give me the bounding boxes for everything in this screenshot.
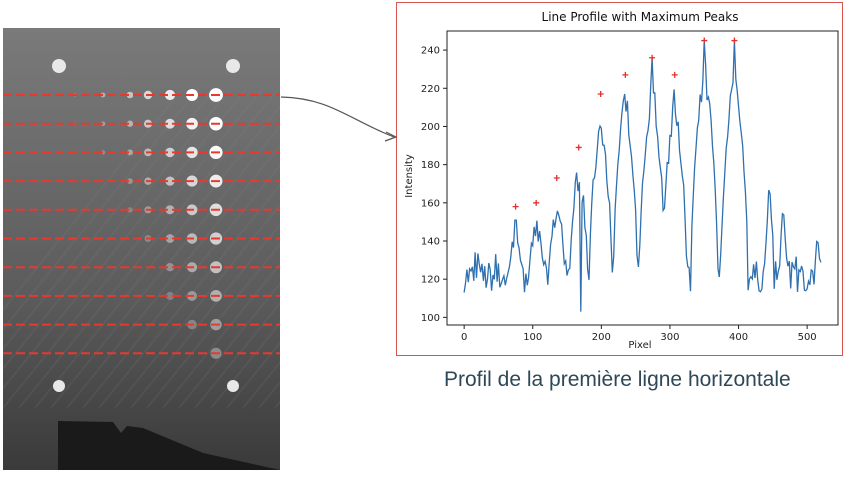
peak-marker xyxy=(553,175,560,181)
xray-streak xyxy=(210,321,280,409)
peak-marker xyxy=(622,71,629,78)
xray-streak xyxy=(226,341,280,409)
xray-hole-dot xyxy=(165,234,175,243)
y-tick-label: 160 xyxy=(421,198,440,209)
xray-streak xyxy=(114,203,280,409)
xray-hole-dot xyxy=(127,178,133,184)
y-tick-label: 140 xyxy=(421,237,440,248)
xray-hole-dot xyxy=(165,118,175,129)
xray-streak xyxy=(3,87,232,371)
xray-streak xyxy=(3,87,200,331)
x-tick-label: 500 xyxy=(798,332,817,343)
xray-streak xyxy=(178,282,280,409)
chart-title: Line Profile with Maximum Peaks xyxy=(542,10,739,24)
y-tick-label: 100 xyxy=(421,313,440,324)
x-tick-label: 400 xyxy=(729,332,748,343)
xray-hole-dot xyxy=(126,91,134,99)
x-axis-label: Pixel xyxy=(628,340,651,351)
x-tick-label: 300 xyxy=(660,332,679,343)
peak-marker xyxy=(731,37,738,44)
xray-streak xyxy=(146,242,280,409)
xray-marker-dot xyxy=(53,380,65,392)
xray-hole-dot xyxy=(165,205,175,215)
xray-hole-dot xyxy=(164,89,176,101)
y-tick-label: 120 xyxy=(421,275,440,286)
peak-marker xyxy=(649,54,656,61)
xray-streak xyxy=(82,163,280,409)
peak-marker xyxy=(597,91,604,97)
x-tick-label: 100 xyxy=(523,332,542,343)
xray-streak xyxy=(98,183,280,409)
peak-markers xyxy=(512,37,738,210)
xray-streak xyxy=(130,223,280,409)
peak-marker xyxy=(671,71,678,78)
xray-streak xyxy=(194,301,280,409)
xray-hole-dot xyxy=(126,120,134,127)
xray-streak xyxy=(18,87,280,409)
xray-hole-dot xyxy=(165,291,175,300)
x-tick-label: 200 xyxy=(592,332,611,343)
x-tick-label: 0 xyxy=(461,332,467,343)
xray-streak xyxy=(34,104,280,409)
xray-marker-dot xyxy=(227,380,239,392)
xray-svg xyxy=(3,28,280,470)
y-axis: 100 120 140 160 180 200 220 240 xyxy=(421,46,447,324)
plot-area xyxy=(446,30,839,326)
connector-curve xyxy=(280,96,395,138)
peak-marker xyxy=(512,203,519,210)
y-tick-label: 240 xyxy=(421,46,440,57)
xray-hole-dot xyxy=(127,149,133,156)
profile-chart: Line Profile with Maximum Peaks 100 120 14… xyxy=(404,10,839,351)
arrow-head-icon xyxy=(384,131,398,142)
xray-scanlines xyxy=(3,94,280,355)
xray-streak xyxy=(3,87,184,312)
xray-dark-region xyxy=(58,421,280,470)
xray-marker-dot xyxy=(52,59,66,73)
xray-streak xyxy=(66,144,280,409)
peak-marker xyxy=(575,144,582,151)
xray-hole-dot xyxy=(127,207,133,213)
y-axis-label: Intensity xyxy=(404,154,415,198)
x-axis: 0 100 200 300 400 500 xyxy=(461,325,817,343)
xray-image xyxy=(3,28,280,470)
xray-streaks xyxy=(3,87,280,409)
xray-hole-dot xyxy=(165,263,175,272)
xray-streak xyxy=(162,262,280,409)
xray-streak xyxy=(3,87,248,390)
xray-hole-dot xyxy=(165,147,175,158)
xray-background xyxy=(3,28,280,470)
xray-streak xyxy=(3,87,216,351)
y-tick-label: 180 xyxy=(421,160,440,171)
xray-hole-dot xyxy=(165,176,175,186)
y-tick-label: 200 xyxy=(421,122,440,133)
xray-marker-dot xyxy=(226,59,240,73)
chart-frame: Line Profile with Maximum Peaks 100 120 14… xyxy=(396,2,843,356)
peak-marker xyxy=(533,199,540,206)
caption: Profil de la première ligne horizontale xyxy=(444,368,791,391)
xray-streak xyxy=(3,87,264,409)
profile-series-line xyxy=(463,40,822,312)
peak-marker xyxy=(701,37,708,44)
y-tick-label: 220 xyxy=(421,84,440,95)
xray-streak xyxy=(50,124,280,409)
